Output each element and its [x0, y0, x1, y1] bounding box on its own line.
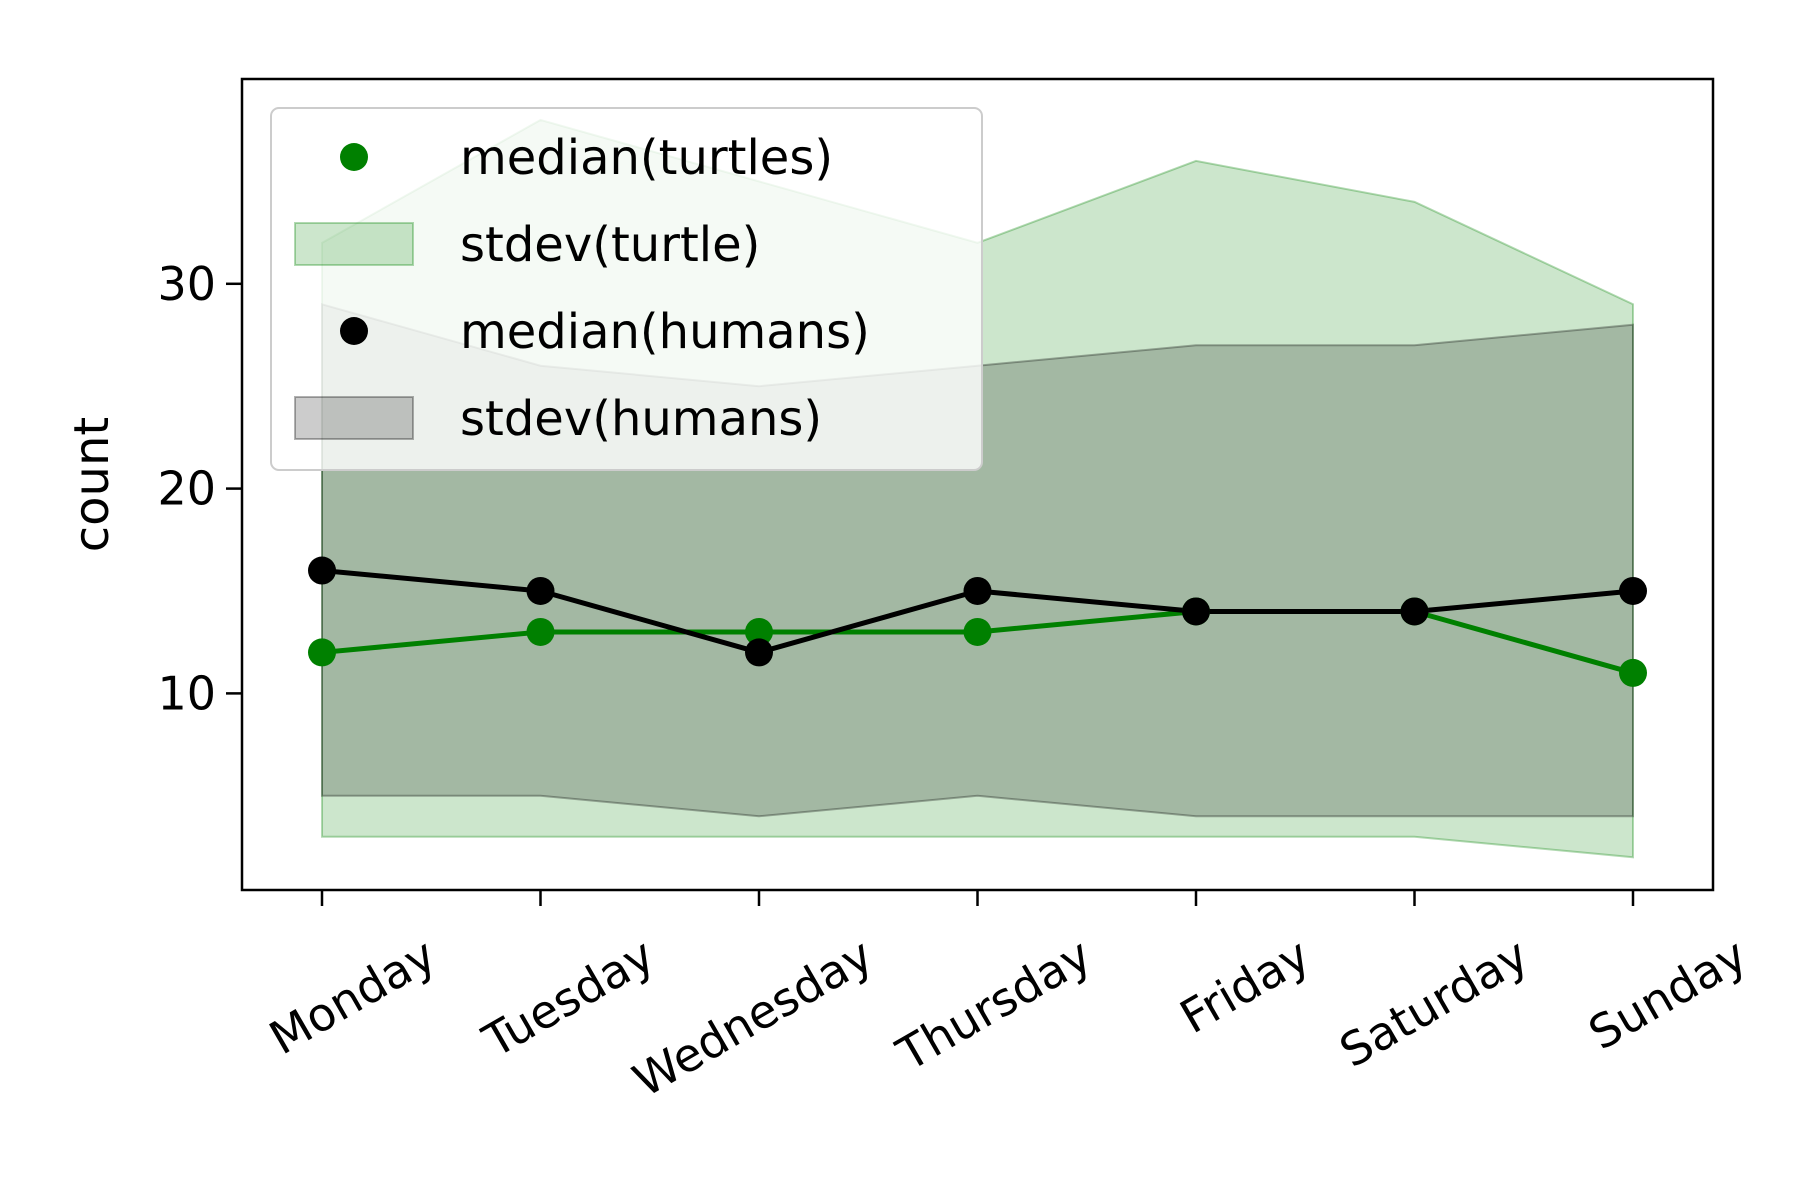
- x-tick-label: Saturday: [1331, 928, 1538, 1078]
- point-median-turtles-tuesday: [526, 617, 555, 646]
- y-tick-label: 20: [157, 462, 216, 516]
- point-median-turtles-monday: [308, 638, 336, 667]
- legend-label: stdev(humans): [460, 391, 822, 447]
- point-median-humans-saturday: [1400, 597, 1429, 626]
- x-tick-label: Friday: [1171, 928, 1319, 1044]
- point-median-humans-friday: [1182, 597, 1210, 626]
- legend-label: median(turtles): [460, 130, 833, 186]
- markers-layer: [308, 556, 1647, 687]
- legend-box: [270, 107, 983, 471]
- y-tick-label: 10: [157, 666, 216, 720]
- point-median-humans-sunday: [1619, 576, 1647, 605]
- point-median-turtles-sunday: [1619, 658, 1647, 687]
- x-tick-label: Monday: [260, 928, 444, 1066]
- legend-label: stdev(turtle): [460, 217, 760, 273]
- point-median-turtles-wednesday: [745, 617, 773, 646]
- point-median-turtles-thursday: [963, 617, 992, 646]
- x-tick-label: Wednesday: [624, 928, 882, 1108]
- legend-swatch-stdev-humans: [294, 396, 414, 440]
- point-median-humans-tuesday: [526, 576, 555, 605]
- point-median-humans-thursday: [963, 576, 992, 605]
- point-median-humans-monday: [308, 556, 336, 585]
- legend-marker-median-humans: [340, 317, 368, 345]
- x-tick-label: Tuesday: [473, 928, 663, 1069]
- x-tick-label: Sunday: [1580, 928, 1756, 1061]
- y-tick-label: 30: [157, 257, 216, 311]
- legend-marker-median-turtles: [340, 143, 368, 171]
- y-axis-label: count: [64, 417, 120, 552]
- legend-label: median(humans): [460, 304, 870, 360]
- legend: median(turtles) stdev(turtle) median(human…: [270, 107, 983, 471]
- y-axis: 10 20 30: [157, 257, 242, 720]
- legend-swatch-stdev-turtle: [294, 222, 414, 266]
- point-median-humans-wednesday: [745, 638, 773, 667]
- x-tick-label: Thursday: [887, 928, 1100, 1082]
